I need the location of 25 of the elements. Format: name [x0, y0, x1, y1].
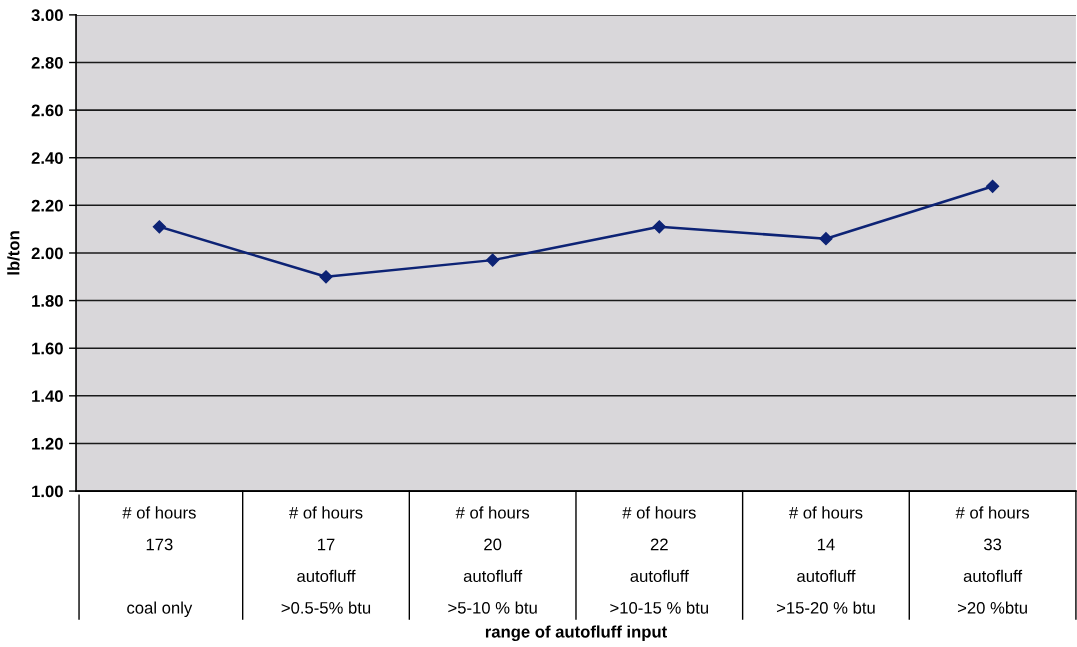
- y-tick-label: 2.00: [31, 247, 63, 260]
- x-axis-title: range of autofluff input: [485, 625, 667, 641]
- point: [652, 220, 666, 234]
- point: [986, 179, 1000, 193]
- y-tick-label: 3.00: [31, 9, 63, 22]
- category-label: # of hours 17 autofluff >0.5-5% btu: [281, 506, 371, 614]
- point: [486, 253, 500, 267]
- y-tick-label: 2.20: [31, 199, 63, 212]
- point: [152, 220, 166, 234]
- x-tick-label: # of hours 20 autofluff >5-10 % btu: [448, 506, 537, 614]
- y-tick-label: 2.40: [31, 152, 63, 164]
- y-tick-label: 1.40: [32, 390, 63, 403]
- y-tick-label: 2.60: [31, 104, 63, 117]
- category-label: # of hours 14 autofluff >15-20 % btu: [776, 506, 875, 614]
- y-tick-label: 1.20: [32, 437, 63, 450]
- y-axis-title: lb/ton: [7, 231, 20, 275]
- point: [319, 270, 333, 284]
- x-tick-label: # of hours 22 autofluff >10-15 % btu: [610, 506, 708, 614]
- category-label: # of hours 173 coal only: [122, 506, 196, 618]
- point: [819, 232, 833, 246]
- y-tick-label: 1.60: [32, 342, 63, 355]
- x-tick-label: # of hours 33 autofluff >20 %btu: [955, 506, 1030, 614]
- y-tick-label: 1.80: [32, 295, 63, 307]
- y-tick-label: 2.80: [31, 56, 63, 69]
- y-tick-label: 1.00: [32, 485, 63, 498]
